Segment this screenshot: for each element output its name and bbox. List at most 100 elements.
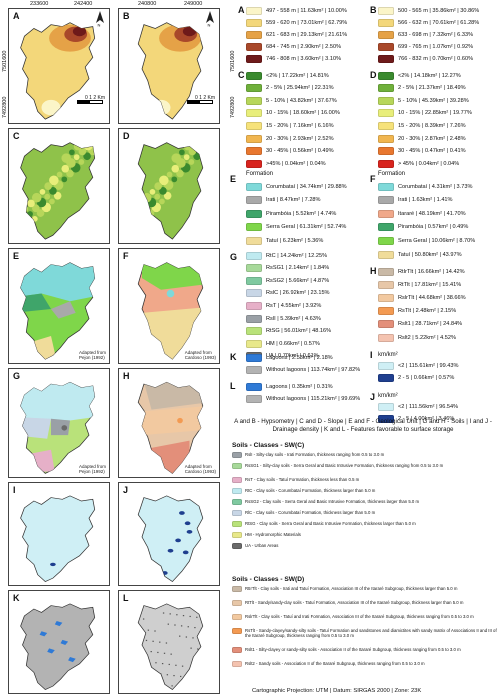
legend-label: Serra Geral | 61.31km² | 52.74%	[266, 224, 347, 231]
legend-swatch	[246, 366, 262, 375]
legend-swatch	[378, 236, 394, 245]
legend-b-item: 633 - 698 m | 7.32km² | 6.33%	[378, 29, 473, 40]
soil-swatch	[232, 477, 242, 483]
soil-swatch	[232, 661, 242, 667]
map-i-graphic	[20, 495, 96, 582]
soil-swatch	[232, 600, 242, 606]
legend-letter-e: E	[230, 174, 237, 184]
legend-letter-i-marker: I	[370, 350, 373, 360]
soil-class-item: RsSG2 - Clay soils - Serra Geral and Bas…	[232, 499, 498, 505]
soil-swatch	[232, 647, 242, 653]
panel-label-h: H	[123, 371, 130, 381]
legend-label: > 45% | 0.04km² | 0.04%	[398, 160, 460, 167]
map-e-graphic	[20, 262, 96, 360]
legend-d-item: 30 - 45% | 0.47km² | 0.41%	[378, 146, 466, 157]
legend-letter-h: H	[370, 266, 377, 276]
legend-swatch	[246, 327, 262, 336]
soil-class-item: RsSG1 - Silty-clay soils - Serra Geral a…	[232, 463, 498, 469]
legend-b-item: 699 - 765 m | 1.07km² | 0.92%	[378, 42, 473, 53]
legend-swatch	[378, 293, 394, 302]
legend-d-item: 10 - 15% | 22.85km² | 19.77%	[378, 108, 472, 119]
legend-label: 2 - 5% | 21.37km² | 18.49%	[398, 85, 466, 92]
soil-swatch	[232, 463, 242, 469]
footer-projection: Cartographic Projection: UTM | Datum: SI…	[252, 688, 422, 694]
legend-b-item: 500 - 565 m | 35.86km² | 30.86%	[378, 5, 479, 16]
legend-label: RsTlt | 2.48km² | 2.15%	[398, 308, 457, 315]
legend-label: 20 - 30% | 2.87km² | 2.48%	[398, 135, 466, 142]
legend-label: RtTlt | 17.81km² | 15.41%	[398, 281, 462, 288]
legend-label: Irati | 8.47km² | 7.28%	[266, 197, 321, 204]
legend-label: RsSG2 | 5.66km² | 4.87%	[266, 277, 330, 284]
soil-label: RtIrTlt - Clay soils - Irati and Tatuí F…	[245, 586, 458, 591]
map-panel-g: G Adapted from Pejon (1992)	[8, 368, 110, 478]
legend-swatch	[246, 264, 262, 273]
legend-label: Lagoons | 2.53km² | 2.18%	[266, 354, 333, 361]
legend-b-item: 766 - 832 m | 0.70km² | 0.60%	[378, 54, 473, 65]
soil-swatch	[232, 586, 242, 592]
legend-swatch	[246, 236, 262, 245]
legend-f-item: Corumbataí | 4.31km² | 3.73%	[378, 181, 472, 192]
panel-label-k: K	[13, 593, 20, 603]
legend-label: RtC | 14.24km² | 12.25%	[266, 252, 328, 259]
panel-label-g: G	[13, 371, 21, 381]
legend-label: UA | 0.70km² | 0.61%	[266, 353, 319, 360]
legend-label: Serra Geral | 10.06km² | 8.70%	[398, 237, 476, 244]
legend-e-item: Corumbataí | 34.74km² | 29.88%	[246, 181, 347, 192]
map-j-graphic	[137, 495, 204, 583]
soil-class-item: RsTlt - Sandy-clayey/sandy-silty soils -…	[232, 628, 498, 638]
coord-top-1: 233600	[30, 1, 49, 7]
legend-label: 2 - 5 | 4.00km² | 3.46%	[398, 416, 455, 423]
source-note-g: Adapted from Pejon (1992)	[78, 464, 106, 474]
soil-swatch	[232, 510, 242, 516]
legend-label: RslrTlt | 44.68km² | 38.66%	[398, 294, 466, 301]
legend-g-item: RtSG | 56.01km² | 48.16%	[246, 326, 331, 337]
legend-swatch	[378, 307, 394, 316]
legend-swatch	[246, 159, 262, 168]
legend-a-item: 746 - 808 m | 3.60km² | 3.10%	[246, 54, 341, 65]
soil-class-item: UA - Urban Areas	[232, 543, 498, 549]
legend-swatch	[246, 289, 262, 298]
legend-c-item: >45% | 0.04km² | 0.04%	[246, 158, 326, 169]
legend-letter-g: G	[230, 252, 238, 262]
legend-f-item: Pirambóia | 0.57km² | 0.49%	[378, 222, 468, 233]
coord-top-3: 240800	[138, 1, 157, 7]
map-panel-k: K	[8, 590, 110, 694]
legend-h-item: RslrTlt | 44.68km² | 38.66%	[378, 292, 466, 303]
legend-swatch	[378, 30, 394, 39]
soil-label: RlC - Clay soils - Corumbataí Formation,…	[245, 510, 376, 515]
legend-swatch	[246, 223, 262, 232]
legend-swatch	[378, 361, 394, 370]
legend-letter-j: J	[370, 392, 376, 402]
legend-swatch	[246, 314, 262, 323]
legend-swatch	[378, 223, 394, 232]
soil-label: HM - Hydromorphic Materials	[245, 532, 301, 537]
panel-label-b: B	[123, 11, 130, 21]
legend-swatch	[246, 30, 262, 39]
legend-label: <2% | 17.22km² | 14.81%	[266, 72, 329, 79]
map-b-graphic	[137, 22, 204, 120]
soil-swatch	[232, 499, 242, 505]
legend-swatch	[378, 121, 394, 130]
legend-label: Corumbataí | 34.74km² | 29.88%	[266, 183, 347, 190]
legend-e-item: Pirambóia | 5.52km² | 4.74%	[246, 208, 336, 219]
legend-letter-f: F	[370, 174, 376, 184]
coord-top-2: 242400	[74, 1, 93, 7]
legend-swatch	[246, 209, 262, 218]
legend-label: 5 - 10% | 45.39km² | 39.28%	[398, 97, 469, 104]
legend-swatch	[378, 134, 394, 143]
legend-swatch	[246, 18, 262, 27]
soil-class-item: Rslt2 - Sandy soils - Association II of …	[232, 661, 498, 667]
legend-label: 15 - 20% | 7.16km² | 6.16%	[266, 122, 334, 129]
legend-c-item: 5 - 10% | 43.82km² | 37.67%	[246, 95, 337, 106]
legend-swatch	[378, 18, 394, 27]
legend-swatch	[378, 402, 394, 411]
soil-label: UA - Urban Areas	[245, 543, 279, 548]
coord-top-4: 249000	[184, 1, 203, 7]
legend-swatch	[246, 276, 262, 285]
legend-k-item: Without lagoons | 113.74km² | 97.82%	[246, 365, 360, 376]
legend-swatch	[378, 267, 394, 276]
legend-swatch	[378, 84, 394, 93]
legend-i-item: <2 | 115.61km² | 99.43%	[378, 360, 459, 371]
soil-class-item: RtC - Clay soils - Corumbataí Formation,…	[232, 488, 498, 494]
panel-label-d: D	[123, 131, 130, 141]
